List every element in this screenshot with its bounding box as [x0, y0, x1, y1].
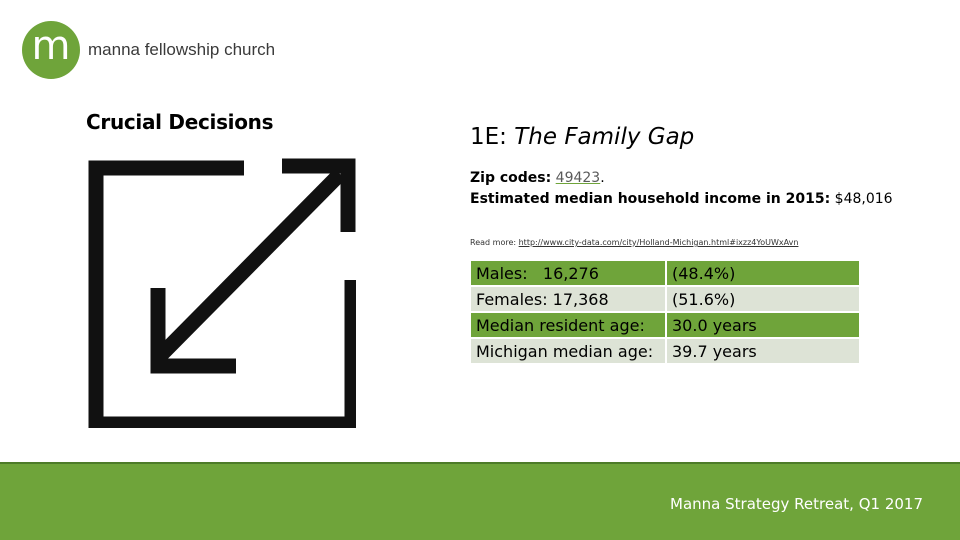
stat-label: Median resident age: [471, 313, 665, 337]
info-block: Zip codes: 49423. Estimated median house… [470, 168, 893, 210]
read-more: Read more: http://www.city-data.com/city… [470, 238, 798, 247]
income-line: Estimated median household income in 201… [470, 189, 893, 210]
stat-value: (48.4%) [665, 261, 859, 285]
read-more-label: Read more: [470, 238, 517, 247]
slide-title: 1E: The Family Gap [470, 124, 694, 150]
stat-label: Michigan median age: [471, 339, 665, 363]
stat-value: (51.6%) [665, 287, 859, 311]
slide-title-emphasis: The Family Gap [514, 124, 695, 150]
table-row: Michigan median age: 39.7 years [471, 339, 859, 363]
stat-label: Females: 17,368 [471, 287, 665, 311]
zip-suffix: . [600, 170, 605, 186]
table-row: Median resident age: 30.0 years [471, 313, 859, 337]
stat-value: 39.7 years [665, 339, 859, 363]
slide-title-prefix: 1E: [470, 124, 507, 150]
income-label: Estimated median household income in 201… [470, 191, 831, 207]
church-logo: m manna fellowship church [22, 21, 275, 79]
logo-mark: m [22, 21, 80, 79]
table-row: Females: 17,368 (51.6%) [471, 287, 859, 311]
section-title: Crucial Decisions [86, 110, 274, 134]
stat-value: 30.0 years [665, 313, 859, 337]
zip-link[interactable]: 49423 [555, 170, 601, 186]
footer-text: Manna Strategy Retreat, Q1 2017 [670, 495, 923, 513]
table-row: Males: 16,276 (48.4%) [471, 261, 859, 285]
stats-table: Males: 16,276 (48.4%) Females: 17,368 (5… [471, 259, 859, 365]
stat-label: Males: 16,276 [471, 261, 665, 285]
zip-label: Zip codes: [470, 170, 552, 186]
zip-line: Zip codes: 49423. [470, 168, 893, 189]
income-value: $48,016 [834, 191, 893, 207]
read-more-link[interactable]: http://www.city-data.com/city/Holland-Mi… [518, 238, 799, 247]
footer-bar: Manna Strategy Retreat, Q1 2017 [0, 462, 960, 540]
logo-name: manna fellowship church [88, 40, 276, 59]
expand-arrow-icon [88, 158, 356, 428]
